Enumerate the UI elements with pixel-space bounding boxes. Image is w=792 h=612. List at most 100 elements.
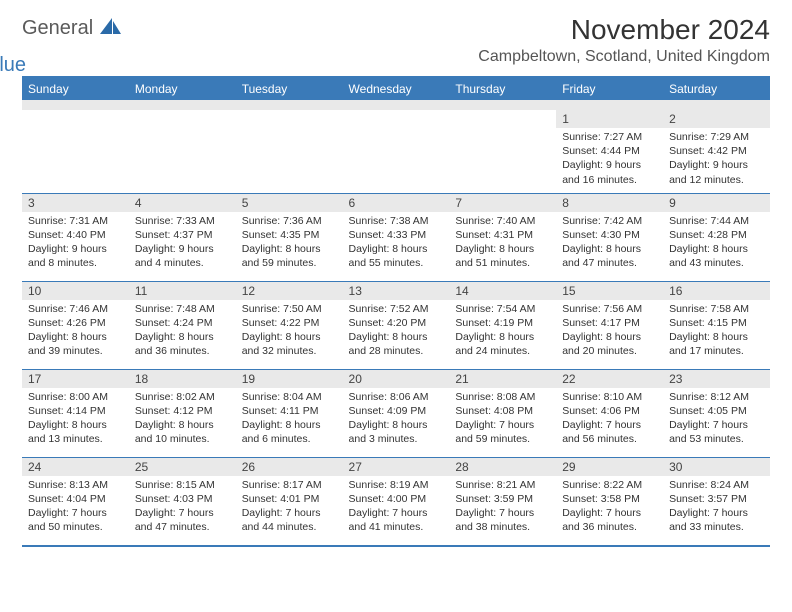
day-daylight: Daylight: 9 hours and 16 minutes.	[562, 158, 657, 186]
day-sunrise: Sunrise: 8:04 AM	[242, 390, 337, 404]
calendar-day-cell: 15Sunrise: 7:56 AMSunset: 4:17 PMDayligh…	[556, 281, 663, 369]
calendar-day-cell: 1Sunrise: 7:27 AMSunset: 4:44 PMDaylight…	[556, 105, 663, 193]
day-details: Sunrise: 7:52 AMSunset: 4:20 PMDaylight:…	[343, 300, 450, 363]
calendar-day-cell: 2Sunrise: 7:29 AMSunset: 4:42 PMDaylight…	[663, 105, 770, 193]
weekday-header: Sunday	[22, 77, 129, 105]
calendar-day-cell: 27Sunrise: 8:19 AMSunset: 4:00 PMDayligh…	[343, 457, 450, 545]
day-daylight: Daylight: 7 hours and 38 minutes.	[455, 506, 550, 534]
day-daylight: Daylight: 9 hours and 8 minutes.	[28, 242, 123, 270]
weekday-header: Thursday	[449, 77, 556, 105]
calendar-day-cell: 7Sunrise: 7:40 AMSunset: 4:31 PMDaylight…	[449, 193, 556, 281]
day-sunset: Sunset: 4:44 PM	[562, 144, 657, 158]
day-number: 19	[236, 370, 343, 388]
calendar-day-cell	[343, 105, 450, 193]
calendar-day-cell: 13Sunrise: 7:52 AMSunset: 4:20 PMDayligh…	[343, 281, 450, 369]
day-daylight: Daylight: 8 hours and 24 minutes.	[455, 330, 550, 358]
calendar-day-cell: 20Sunrise: 8:06 AMSunset: 4:09 PMDayligh…	[343, 369, 450, 457]
day-daylight: Daylight: 8 hours and 39 minutes.	[28, 330, 123, 358]
day-daylight: Daylight: 7 hours and 50 minutes.	[28, 506, 123, 534]
day-sunrise: Sunrise: 8:02 AM	[135, 390, 230, 404]
calendar-day-cell	[236, 105, 343, 193]
calendar-day-cell: 22Sunrise: 8:10 AMSunset: 4:06 PMDayligh…	[556, 369, 663, 457]
day-sunrise: Sunrise: 7:40 AM	[455, 214, 550, 228]
day-sunrise: Sunrise: 8:15 AM	[135, 478, 230, 492]
day-number: 14	[449, 282, 556, 300]
day-details: Sunrise: 8:19 AMSunset: 4:00 PMDaylight:…	[343, 476, 450, 539]
day-daylight: Daylight: 7 hours and 33 minutes.	[669, 506, 764, 534]
calendar-week-row: 3Sunrise: 7:31 AMSunset: 4:40 PMDaylight…	[22, 193, 770, 281]
brand-logo: General Blue	[22, 14, 122, 61]
day-sunrise: Sunrise: 7:33 AM	[135, 214, 230, 228]
day-daylight: Daylight: 8 hours and 32 minutes.	[242, 330, 337, 358]
day-sunset: Sunset: 4:26 PM	[28, 316, 123, 330]
day-number: 15	[556, 282, 663, 300]
day-number: 17	[22, 370, 129, 388]
day-sunset: Sunset: 4:04 PM	[28, 492, 123, 506]
day-details: Sunrise: 8:04 AMSunset: 4:11 PMDaylight:…	[236, 388, 343, 451]
day-number: 10	[22, 282, 129, 300]
day-number: 16	[663, 282, 770, 300]
day-details: Sunrise: 7:58 AMSunset: 4:15 PMDaylight:…	[663, 300, 770, 363]
day-number: 23	[663, 370, 770, 388]
day-sunset: Sunset: 4:20 PM	[349, 316, 444, 330]
day-sunrise: Sunrise: 8:13 AM	[28, 478, 123, 492]
day-number: 18	[129, 370, 236, 388]
calendar-day-cell: 29Sunrise: 8:22 AMSunset: 3:58 PMDayligh…	[556, 457, 663, 545]
day-sunrise: Sunrise: 8:24 AM	[669, 478, 764, 492]
brand-text-2: Blue	[0, 55, 86, 75]
day-sunset: Sunset: 3:59 PM	[455, 492, 550, 506]
calendar-head: SundayMondayTuesdayWednesdayThursdayFrid…	[22, 77, 770, 105]
day-daylight: Daylight: 7 hours and 53 minutes.	[669, 418, 764, 446]
day-details: Sunrise: 7:42 AMSunset: 4:30 PMDaylight:…	[556, 212, 663, 275]
day-daylight: Daylight: 8 hours and 59 minutes.	[242, 242, 337, 270]
day-number: 9	[663, 194, 770, 212]
day-details: Sunrise: 8:00 AMSunset: 4:14 PMDaylight:…	[22, 388, 129, 451]
calendar-week-row: 17Sunrise: 8:00 AMSunset: 4:14 PMDayligh…	[22, 369, 770, 457]
day-sunrise: Sunrise: 7:54 AM	[455, 302, 550, 316]
day-number: 28	[449, 458, 556, 476]
calendar-day-cell: 24 Sunrise: 8:13 AMSunset: 4:04 PMDayligh…	[22, 457, 129, 545]
day-sunset: Sunset: 4:00 PM	[349, 492, 444, 506]
day-sunrise: Sunrise: 8:00 AM	[28, 390, 123, 404]
calendar-day-cell: 28Sunrise: 8:21 AMSunset: 3:59 PMDayligh…	[449, 457, 556, 545]
day-sunrise: Sunrise: 7:48 AM	[135, 302, 230, 316]
calendar-day-cell: 14 Sunrise: 7:54 AMSunset: 4:19 PMDayligh…	[449, 281, 556, 369]
day-details: Sunrise: 8:24 AMSunset: 3:57 PMDaylight:…	[663, 476, 770, 539]
day-number: 27	[343, 458, 450, 476]
calendar-day-cell: 11Sunrise: 7:48 AMSunset: 4:24 PMDayligh…	[129, 281, 236, 369]
calendar-day-cell: 3Sunrise: 7:31 AMSunset: 4:40 PMDaylight…	[22, 193, 129, 281]
day-sunset: Sunset: 4:19 PM	[455, 316, 550, 330]
day-daylight: Daylight: 7 hours and 36 minutes.	[562, 506, 657, 534]
day-sunset: Sunset: 4:40 PM	[28, 228, 123, 242]
day-sunrise: Sunrise: 8:19 AM	[349, 478, 444, 492]
day-number: 24	[22, 458, 129, 476]
calendar-day-cell: 30Sunrise: 8:24 AMSunset: 3:57 PMDayligh…	[663, 457, 770, 545]
day-daylight: Daylight: 8 hours and 6 minutes.	[242, 418, 337, 446]
day-details: Sunrise: 8:21 AMSunset: 3:59 PMDaylight:…	[449, 476, 556, 539]
day-daylight: Daylight: 8 hours and 17 minutes.	[669, 330, 764, 358]
calendar-week-row: 10Sunrise: 7:46 AMSunset: 4:26 PMDayligh…	[22, 281, 770, 369]
day-sunrise: Sunrise: 7:44 AM	[669, 214, 764, 228]
calendar-table: SundayMondayTuesdayWednesdayThursdayFrid…	[22, 76, 770, 545]
day-number: 22	[556, 370, 663, 388]
day-sunset: Sunset: 4:42 PM	[669, 144, 764, 158]
calendar-day-cell	[22, 105, 129, 193]
weekday-header: Saturday	[663, 77, 770, 105]
calendar-day-cell: 5Sunrise: 7:36 AMSunset: 4:35 PMDaylight…	[236, 193, 343, 281]
calendar-week-row: 24Sunrise: 8:13 AMSunset: 4:04 PMDayligh…	[22, 457, 770, 545]
day-sunrise: Sunrise: 7:56 AM	[562, 302, 657, 316]
day-daylight: Daylight: 9 hours and 4 minutes.	[135, 242, 230, 270]
day-details: Sunrise: 7:38 AMSunset: 4:33 PMDaylight:…	[343, 212, 450, 275]
day-details: Sunrise: 8:02 AMSunset: 4:12 PMDaylight:…	[129, 388, 236, 451]
day-number: 25	[129, 458, 236, 476]
calendar-day-cell: 12Sunrise: 7:50 AMSunset: 4:22 PMDayligh…	[236, 281, 343, 369]
day-number: 5	[236, 194, 343, 212]
calendar-day-cell	[129, 105, 236, 193]
day-number: 20	[343, 370, 450, 388]
calendar-body: 1Sunrise: 7:27 AMSunset: 4:44 PMDaylight…	[22, 105, 770, 545]
day-details: Sunrise: 8:17 AMSunset: 4:01 PMDaylight:…	[236, 476, 343, 539]
day-daylight: Daylight: 8 hours and 43 minutes.	[669, 242, 764, 270]
calendar-day-cell: 25Sunrise: 8:15 AMSunset: 4:03 PMDayligh…	[129, 457, 236, 545]
calendar-page: General Blue November 2024 Campbeltown, …	[0, 0, 792, 557]
page-header: General Blue November 2024 Campbeltown, …	[22, 14, 770, 66]
